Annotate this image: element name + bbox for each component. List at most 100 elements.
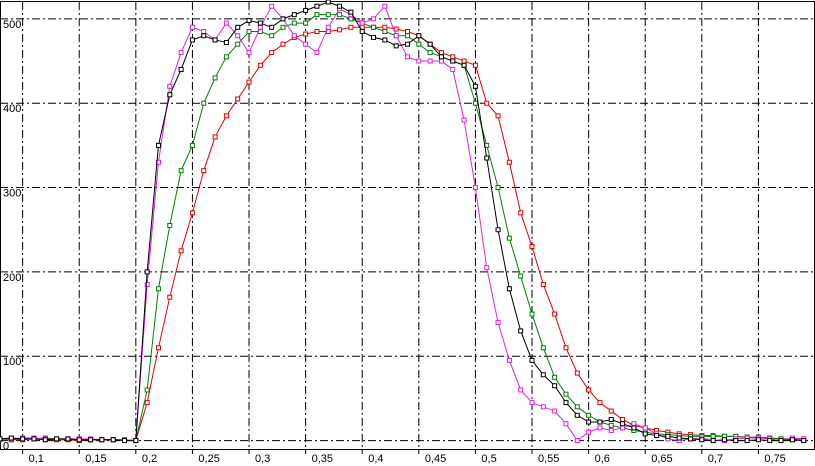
data-point xyxy=(529,311,535,317)
data-point xyxy=(484,265,490,271)
data-point xyxy=(144,282,150,288)
data-point xyxy=(393,43,399,49)
plot-frame xyxy=(0,1,815,450)
data-point xyxy=(574,438,580,444)
data-point xyxy=(189,210,195,216)
data-point xyxy=(291,20,297,26)
y-tick-label: 300 xyxy=(3,187,21,199)
data-point xyxy=(348,24,354,30)
data-point xyxy=(438,54,444,60)
data-point xyxy=(223,20,229,26)
x-tick-label: 0,7 xyxy=(708,453,723,465)
data-point xyxy=(427,58,433,64)
x-tick-label: 0,45 xyxy=(425,453,446,465)
data-point xyxy=(235,24,241,30)
data-point xyxy=(133,438,139,444)
data-point xyxy=(178,50,184,56)
data-point xyxy=(269,24,275,30)
data-point xyxy=(88,437,94,443)
data-point xyxy=(223,54,229,60)
data-point xyxy=(574,404,580,410)
data-point xyxy=(540,372,546,378)
data-point xyxy=(642,431,648,437)
data-point xyxy=(518,210,524,216)
data-point xyxy=(405,29,410,35)
data-point xyxy=(212,134,218,140)
data-point xyxy=(733,438,739,444)
data-point xyxy=(76,437,82,443)
data-point xyxy=(314,3,320,9)
data-point xyxy=(461,58,467,64)
data-point xyxy=(280,41,286,47)
data-point xyxy=(337,3,343,9)
data-point xyxy=(472,185,478,191)
data-point xyxy=(371,34,377,40)
data-point xyxy=(789,437,795,443)
data-point xyxy=(767,438,773,444)
data-point xyxy=(0,436,3,442)
data-point xyxy=(303,20,309,26)
y-tick-label: 200 xyxy=(3,272,21,284)
y-tick-label: 0 xyxy=(3,440,9,452)
data-point xyxy=(382,37,388,43)
x-tick-label: 0,25 xyxy=(198,453,219,465)
data-point xyxy=(371,16,377,22)
data-point xyxy=(393,26,399,32)
data-point xyxy=(291,12,297,18)
data-point xyxy=(8,435,14,441)
data-point xyxy=(144,400,150,406)
x-tick-label: 0,3 xyxy=(255,453,270,465)
data-point xyxy=(54,436,60,442)
y-tick-label: 400 xyxy=(3,103,21,115)
data-point xyxy=(257,24,263,30)
x-tick-label: 0,15 xyxy=(85,453,106,465)
data-point xyxy=(201,33,207,39)
data-point xyxy=(540,404,546,410)
data-point xyxy=(608,408,614,414)
data-point xyxy=(755,437,761,443)
data-point xyxy=(461,62,467,68)
data-point xyxy=(337,27,343,33)
data-point xyxy=(314,12,320,18)
data-point xyxy=(280,24,286,30)
data-point xyxy=(31,436,37,442)
data-point xyxy=(303,7,309,13)
y-tick-label: 500 xyxy=(3,19,21,31)
data-point xyxy=(608,416,614,422)
data-point xyxy=(563,345,569,351)
data-point xyxy=(65,436,71,442)
data-point xyxy=(540,282,546,288)
data-point xyxy=(552,311,558,317)
data-point xyxy=(269,50,275,56)
data-point xyxy=(552,383,558,389)
data-point xyxy=(269,33,275,39)
data-point xyxy=(461,117,467,123)
data-point xyxy=(427,41,433,47)
data-point xyxy=(212,37,218,43)
x-tick-label: 0,65 xyxy=(651,453,672,465)
data-point xyxy=(189,37,195,43)
data-point xyxy=(721,437,727,443)
data-point xyxy=(472,100,478,106)
data-point xyxy=(495,227,501,233)
x-tick-label: 0,55 xyxy=(538,453,559,465)
x-tick-label: 0,1 xyxy=(29,453,44,465)
data-point xyxy=(529,357,535,363)
data-point xyxy=(416,41,422,47)
data-point xyxy=(506,235,512,241)
data-point xyxy=(506,159,512,165)
data-point xyxy=(631,421,637,427)
data-point xyxy=(620,425,626,431)
data-point xyxy=(122,438,128,444)
data-point xyxy=(563,421,569,427)
data-point xyxy=(359,29,365,35)
data-point xyxy=(257,62,263,68)
data-point xyxy=(687,436,693,442)
data-point xyxy=(223,39,229,45)
data-point xyxy=(676,435,682,441)
data-point xyxy=(348,16,354,22)
data-point xyxy=(189,142,195,148)
data-point xyxy=(325,12,331,18)
data-point xyxy=(574,412,580,418)
data-point xyxy=(597,425,603,431)
